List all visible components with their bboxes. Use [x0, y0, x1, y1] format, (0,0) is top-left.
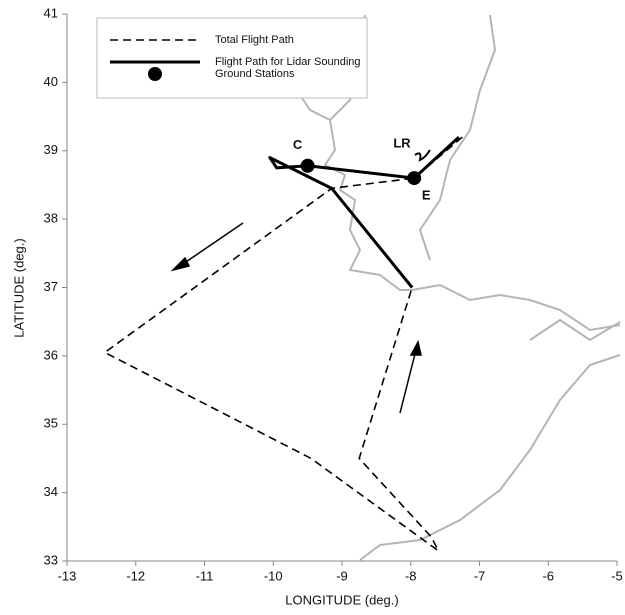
station-label: E	[422, 188, 431, 203]
y-tick-label: 33	[44, 552, 58, 567]
y-tick-label: 40	[44, 74, 58, 89]
coastlines	[299, 14, 621, 561]
x-tick-label: -6	[542, 568, 554, 583]
y-tick-label: 36	[44, 347, 58, 362]
ground-station	[407, 171, 422, 186]
legend-label: Ground Stations	[215, 68, 295, 80]
flight-path	[104, 136, 463, 552]
x-tick-label: -10	[264, 568, 283, 583]
x-tick-label: -11	[196, 568, 214, 583]
legend-marker	[148, 67, 162, 81]
legend-label: Flight Path for Lidar Sounding	[215, 56, 361, 68]
y-tick-label: 41	[44, 5, 58, 20]
legend-label: Total Flight Path	[215, 34, 294, 46]
x-tick-label: -5	[611, 568, 623, 583]
x-tick-label: -7	[474, 568, 486, 583]
legend: Total Flight Path Flight Path for Lidar S…	[96, 17, 368, 99]
y-tick-label: 39	[44, 142, 58, 157]
bracket	[414, 149, 431, 162]
y-axis-label: LATITUDE (deg.)	[11, 238, 26, 337]
y-tick-label: 38	[44, 211, 58, 226]
legend-box	[96, 17, 368, 99]
x-tick-label: -13	[58, 568, 77, 583]
y-tick-label: 34	[44, 484, 58, 499]
y-tick-label: 37	[44, 279, 58, 294]
x-tick-label: -8	[405, 568, 417, 583]
annotation: LR	[393, 135, 411, 150]
x-axis-label: LONGITUDE (deg.)	[285, 592, 398, 607]
station-label: C	[293, 137, 303, 152]
y-tick-label: 35	[44, 416, 58, 431]
x-tick-label: -9	[336, 568, 348, 583]
ground-station	[300, 158, 315, 173]
x-tick-label: -12	[126, 568, 145, 583]
arrows	[170, 222, 422, 414]
